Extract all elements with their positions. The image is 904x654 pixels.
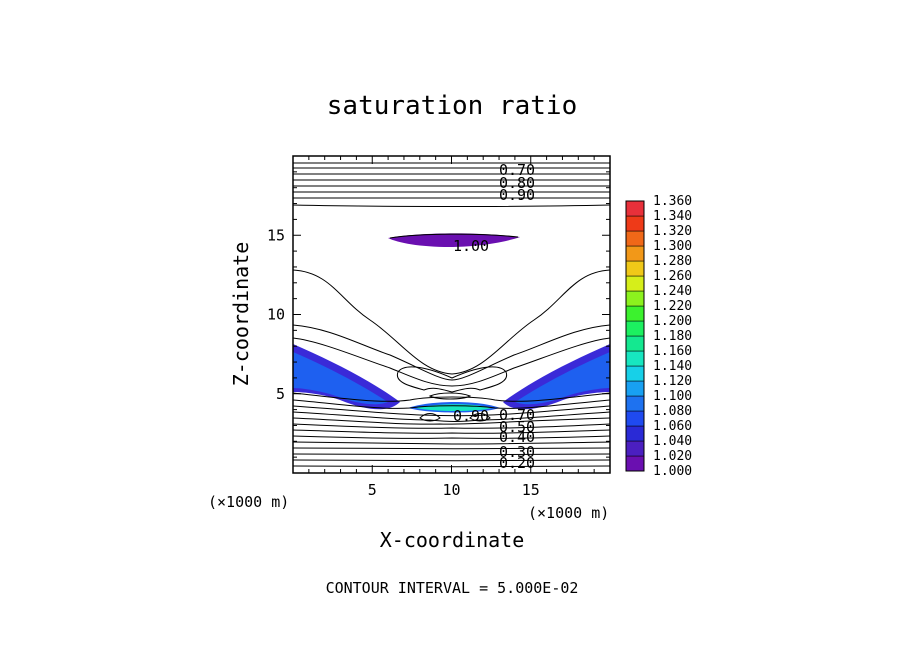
colorbar-level-label: 1.120 [653, 374, 692, 389]
colorbar: 1.0001.0201.0401.0601.0801.1001.1201.140… [625, 194, 692, 479]
contour-label: 0.20 [499, 454, 535, 472]
colorbar-swatch [625, 275, 645, 292]
colorbar-swatch [625, 380, 645, 397]
chart-title: saturation ratio [327, 91, 577, 121]
contour-label: 0.80 [499, 174, 535, 192]
x-tick-label: 5 [368, 481, 377, 499]
colorbar-swatch [625, 290, 645, 307]
colorbar-swatch [625, 320, 645, 337]
colorbar-swatch [625, 305, 645, 322]
x-tick-label: 15 [522, 481, 540, 499]
colorbar-swatch [625, 455, 645, 472]
colorbar-level-label: 1.000 [653, 464, 692, 479]
y-axis-label: Z-coordinate [229, 242, 253, 387]
colorbar-swatch [625, 335, 645, 352]
colorbar-level-label: 1.280 [653, 254, 692, 269]
contour-label: 0.90 [499, 186, 535, 204]
supersaturation-regions [293, 233, 610, 413]
colorbar-swatch [625, 230, 645, 247]
colorbar-level-label: 1.360 [653, 194, 692, 209]
x-tick-label: 10 [442, 481, 460, 499]
contour-lines [293, 162, 610, 468]
plot-frame [292, 155, 611, 474]
plot-area: 0.700.800.901.000.90 0.700.500.400.300.20 [293, 161, 610, 472]
right-lobe-inner [515, 352, 610, 405]
colorbar-level-label: 1.340 [653, 209, 692, 224]
colorbar-swatch [625, 260, 645, 277]
contour-label: 0.70 [499, 161, 535, 179]
colorbar-swatch [625, 200, 645, 217]
left-lobe-inner [293, 352, 388, 405]
contour-label-layer: 0.700.800.901.000.90 0.700.500.400.300.20 [453, 161, 535, 472]
colorbar-swatch [625, 395, 645, 412]
y-tick-label: 15 [267, 226, 285, 244]
colorbar-frame [625, 200, 645, 472]
axis-ticks [293, 156, 610, 473]
colorbar-level-label: 1.100 [653, 389, 692, 404]
z-unit-label: (×1000 m) [528, 504, 609, 522]
contour-label: 0.50 [499, 418, 535, 436]
colorbar-swatch [625, 440, 645, 457]
colorbar-level-label: 1.320 [653, 224, 692, 239]
contour-label: 1.00 [453, 237, 489, 255]
colorbar-swatch [625, 410, 645, 427]
colorbar-swatch [625, 245, 645, 262]
contour-label: 0.40 [499, 428, 535, 446]
contour-interval-note: CONTOUR INTERVAL = 5.000E-02 [326, 579, 579, 597]
colorbar-swatch [625, 350, 645, 367]
colorbar-level-label: 1.180 [653, 329, 692, 344]
colorbar-level-label: 1.080 [653, 404, 692, 419]
colorbar-level-label: 1.140 [653, 359, 692, 374]
colorbar-level-label: 1.020 [653, 449, 692, 464]
colorbar-level-label: 1.200 [653, 314, 692, 329]
colorbar-level-label: 1.300 [653, 239, 692, 254]
colorbar-level-label: 1.160 [653, 344, 692, 359]
colorbar-swatch [625, 365, 645, 382]
colorbar-level-label: 1.220 [653, 299, 692, 314]
x-axis-label: X-coordinate [380, 528, 525, 552]
contour-label: 0.30 [499, 443, 535, 461]
colorbar-level-label: 1.060 [653, 419, 692, 434]
tick-labels: 5 10 15 5 10 15 [267, 226, 540, 499]
upper-band-region [388, 233, 520, 247]
colorbar-level-label: 1.240 [653, 284, 692, 299]
colorbar-level-label: 1.260 [653, 269, 692, 284]
contour-label: 0.90 [453, 407, 489, 425]
colorbar-level-label: 1.040 [653, 434, 692, 449]
y-tick-label: 10 [267, 306, 285, 324]
x-unit-label: (×1000 m) [208, 493, 289, 511]
y-tick-label: 5 [276, 385, 285, 403]
contour-label: 0.70 [499, 406, 535, 424]
colorbar-swatch [625, 425, 645, 442]
colorbar-swatch [625, 215, 645, 232]
